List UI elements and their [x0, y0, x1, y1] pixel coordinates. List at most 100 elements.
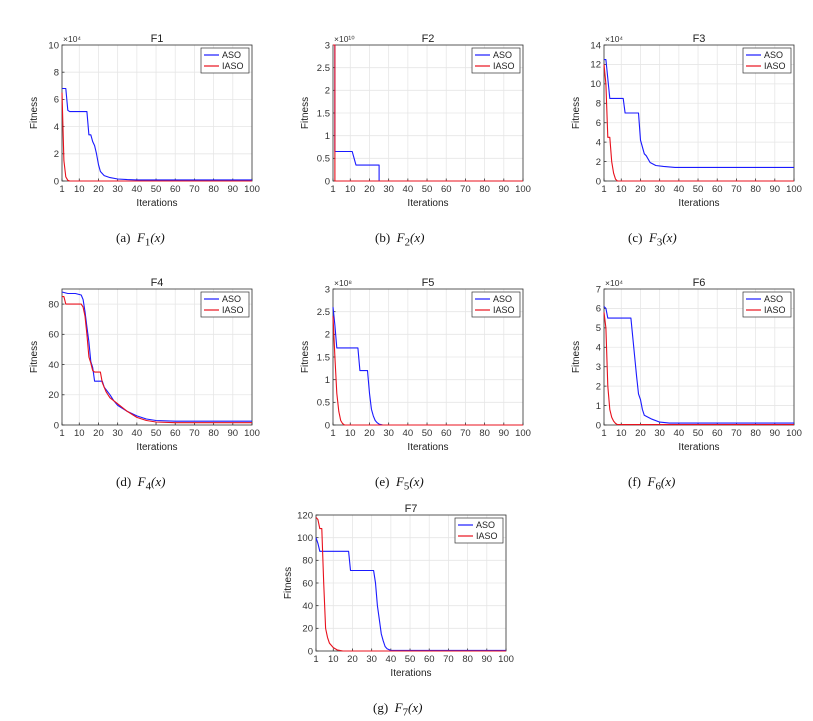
- caption-sub: 2: [404, 236, 411, 249]
- y-tick-label: 4: [54, 122, 59, 133]
- x-tick-label: 90: [482, 654, 493, 665]
- y-axis-label: Fitness: [300, 341, 311, 373]
- y-tick-label: 80: [48, 299, 59, 310]
- y-axis-label: Fitness: [571, 97, 582, 129]
- caption-sub: 5: [403, 480, 410, 493]
- legend-box: [200, 291, 250, 318]
- y-exponent-label: ×10⁴: [605, 278, 623, 288]
- y-tick-label: 80: [302, 556, 313, 567]
- series-line-aso: [603, 306, 794, 424]
- x-tick-label: 20: [364, 184, 375, 195]
- x-tick-label: 50: [405, 654, 416, 665]
- legend-label-iaso: IASO: [222, 305, 244, 315]
- legend-label-aso: ASO: [476, 520, 495, 530]
- caption-f1: (a) F1(x): [116, 230, 165, 249]
- series-line-aso: [332, 307, 523, 426]
- x-tick-label: 10: [74, 184, 85, 195]
- y-tick-label: 0: [596, 420, 601, 431]
- axes-box: [61, 288, 253, 426]
- chart-panel-f1: 1 10 20 30 40 50 60 70 80 90 100 0 2 4 6 8 10 ×10⁴ F1 Itera…: [0, 0, 271, 250]
- caption-prefix: (a): [116, 230, 131, 245]
- y-tick-label: 2.5: [317, 307, 330, 318]
- x-tick-label: 70: [189, 428, 200, 439]
- series-line-iaso: [315, 516, 506, 652]
- legend-label-iaso: IASO: [222, 61, 244, 71]
- x-tick-label: 50: [151, 428, 162, 439]
- y-tick-label: 1: [596, 401, 601, 412]
- x-tick-label: 40: [132, 428, 143, 439]
- caption-prefix: (b): [375, 230, 391, 245]
- x-tick-label: 10: [616, 184, 627, 195]
- x-tick-label: 40: [386, 654, 397, 665]
- y-tick-label: 60: [302, 578, 313, 589]
- series-line-iaso: [62, 296, 252, 424]
- series-line-aso: [604, 59, 794, 168]
- y-tick-label: 2: [325, 330, 330, 341]
- chart-title: F5: [422, 277, 435, 289]
- caption-func: F: [395, 474, 404, 489]
- x-tick-label: 90: [228, 428, 239, 439]
- y-tick-label: 8: [54, 68, 59, 79]
- x-axis-label: Iterations: [136, 442, 177, 453]
- x-axis-label: Iterations: [136, 198, 177, 209]
- y-tick-label: 100: [297, 533, 313, 544]
- x-tick-label: 50: [693, 184, 704, 195]
- y-tick-label: 120: [297, 510, 313, 521]
- x-axis-label: Iterations: [407, 198, 448, 209]
- x-tick-label: 30: [112, 428, 123, 439]
- y-axis-label: Fitness: [29, 341, 40, 373]
- legend-label-iaso: IASO: [476, 531, 498, 541]
- axes: 1 10 20 30 40 50 60 70 80 90 100 0 2 4 6 8 10 12 14: [590, 40, 802, 195]
- series-line-aso: [61, 291, 252, 422]
- chart-panel-f7: 1 10 20 30 40 50 60 70 80 90 100 0 20 40 60 80 100 120 F7 I…: [254, 470, 525, 720]
- x-tick-label: 40: [132, 184, 143, 195]
- x-tick-label: 30: [383, 184, 394, 195]
- x-tick-label: 10: [616, 428, 627, 439]
- x-tick-label: 60: [170, 184, 181, 195]
- legend-label-aso: ASO: [764, 294, 783, 304]
- caption-arg: (x): [408, 700, 423, 715]
- x-tick-label: 90: [770, 184, 781, 195]
- y-tick-label: 2.5: [317, 63, 330, 74]
- y-tick-label: 0: [308, 646, 313, 657]
- x-tick-label: 80: [479, 428, 490, 439]
- series-line-iaso: [603, 312, 794, 426]
- x-tick-label: 60: [441, 428, 452, 439]
- caption-func: F: [137, 474, 146, 489]
- caption-prefix: (d): [116, 474, 132, 489]
- x-tick-label: 80: [462, 654, 473, 665]
- x-tick-label: 70: [460, 428, 471, 439]
- legend-label-aso: ASO: [222, 294, 241, 304]
- x-tick-label: 1: [59, 428, 64, 439]
- y-tick-label: 12: [590, 60, 601, 71]
- legend-box: [742, 291, 792, 318]
- caption-prefix: (f): [628, 474, 641, 489]
- y-tick-label: 2: [54, 149, 59, 160]
- x-axis-label: Iterations: [678, 442, 719, 453]
- caption-arg: (x): [150, 230, 165, 245]
- chart-title: F2: [422, 33, 435, 45]
- y-tick-label: 2: [596, 157, 601, 168]
- x-tick-label: 60: [712, 428, 723, 439]
- x-tick-label: 70: [189, 184, 200, 195]
- x-tick-label: 70: [731, 184, 742, 195]
- x-tick-label: 70: [443, 654, 454, 665]
- y-tick-label: 0: [54, 176, 59, 187]
- x-tick-label: 40: [403, 428, 414, 439]
- x-tick-label: 30: [383, 428, 394, 439]
- y-tick-label: 1: [325, 375, 330, 386]
- y-exponent-label: ×10⁴: [63, 34, 81, 44]
- caption-prefix: (c): [628, 230, 643, 245]
- series-line-iaso: [61, 92, 252, 182]
- legend-label-iaso: IASO: [764, 61, 786, 71]
- chart-title: F1: [151, 33, 164, 45]
- x-tick-label: 50: [693, 428, 704, 439]
- legend-box: [454, 517, 504, 544]
- x-tick-label: 1: [601, 184, 606, 195]
- y-tick-label: 2: [596, 381, 601, 392]
- caption-sub: 7: [402, 706, 409, 719]
